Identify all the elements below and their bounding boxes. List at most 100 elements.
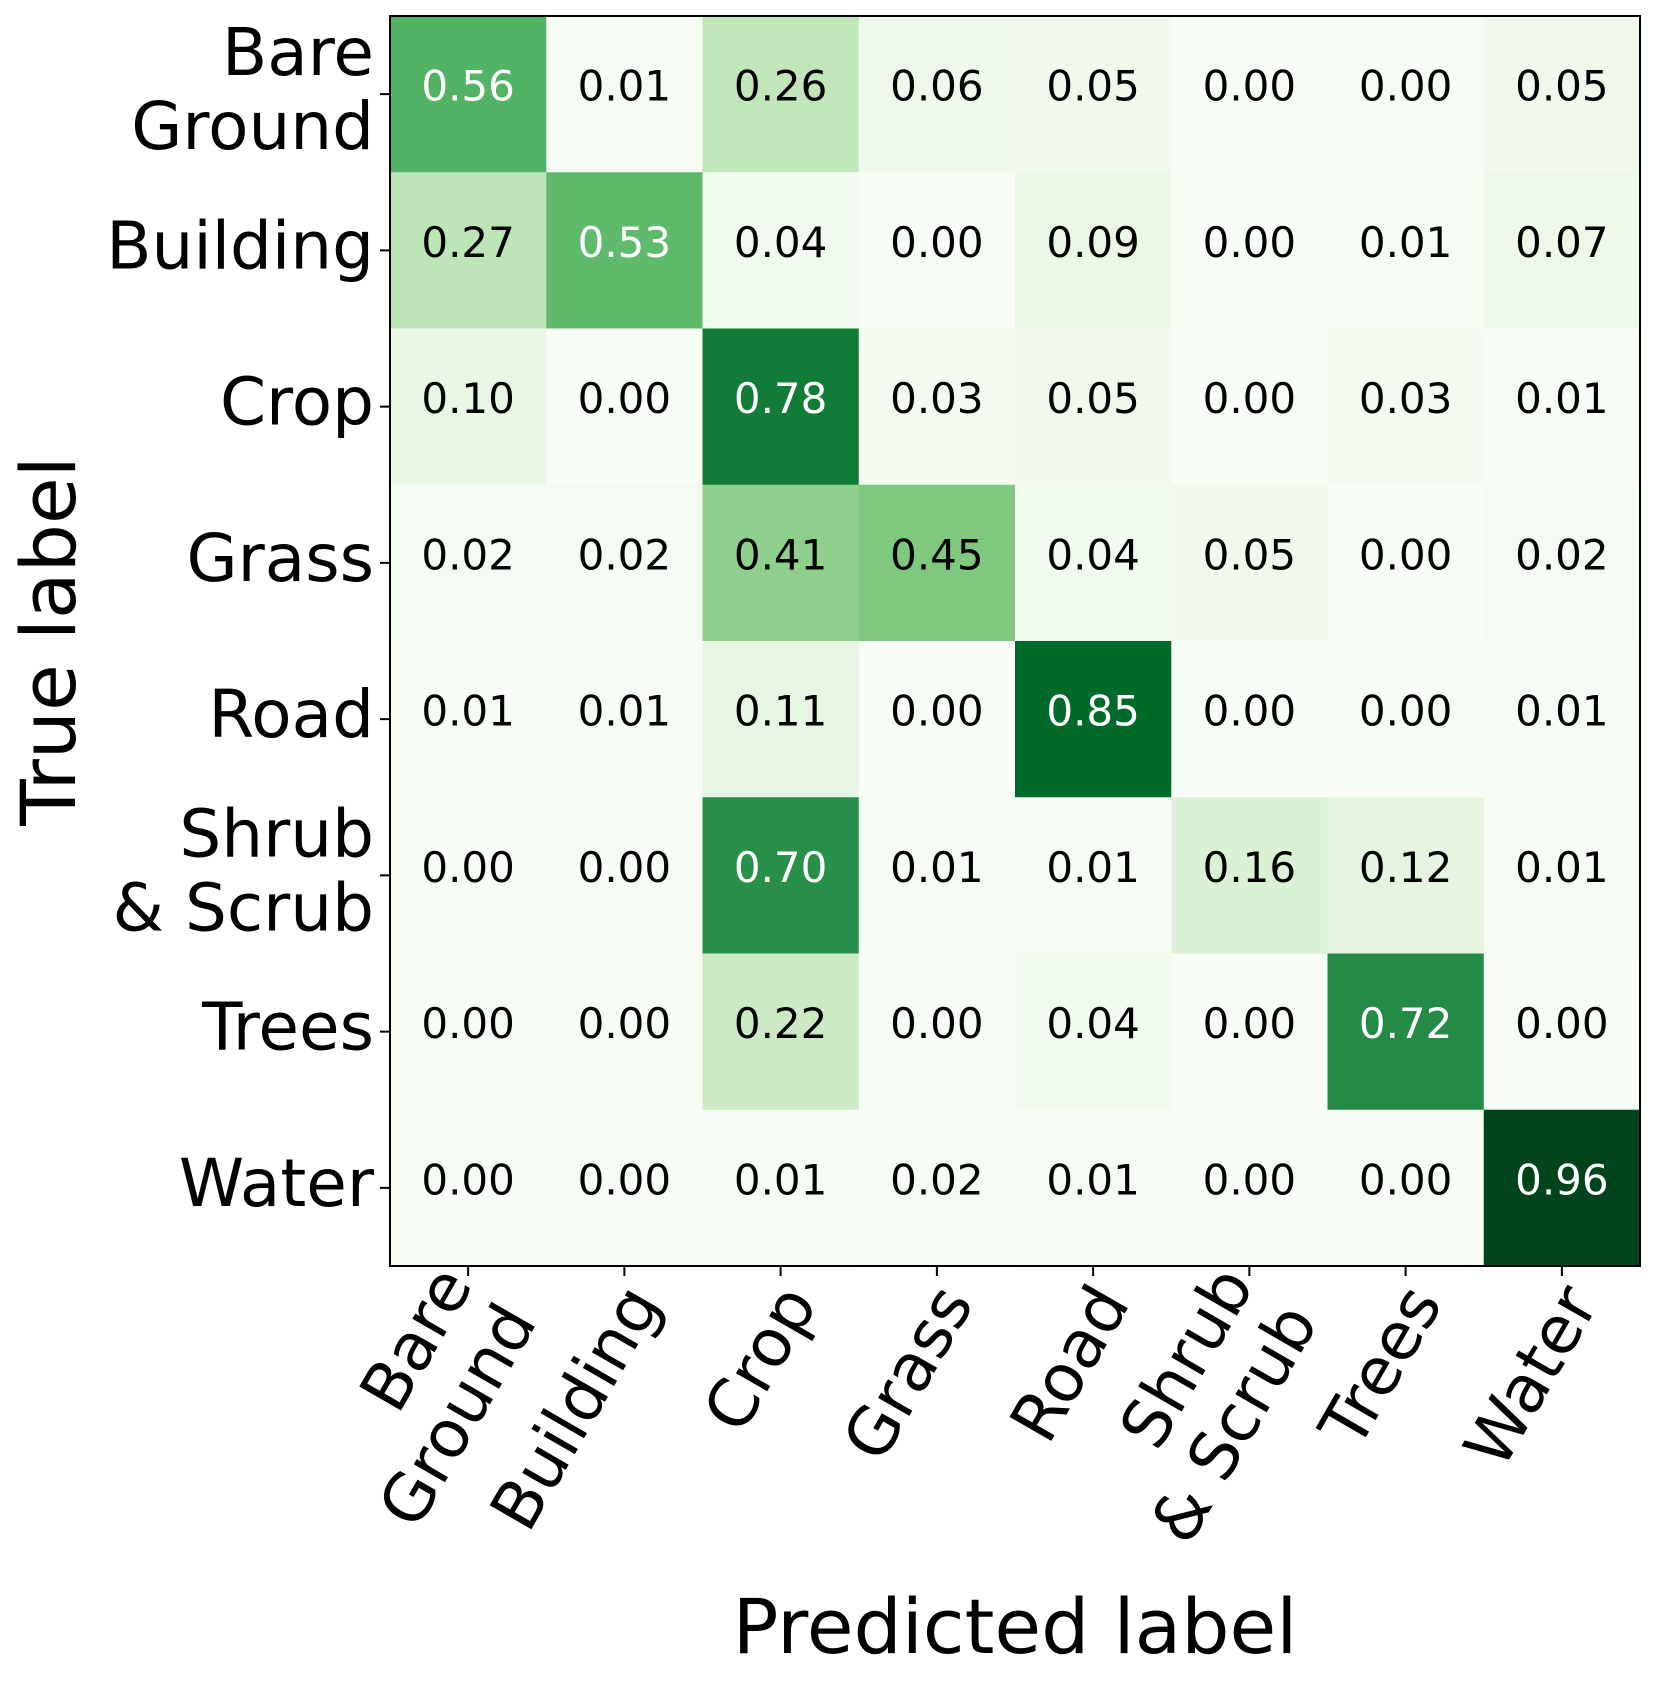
cell-value-label: 0.00: [890, 999, 984, 1048]
cell-value-label: 0.00: [1203, 687, 1297, 736]
cell-value-label: 0.16: [1203, 843, 1297, 892]
cell-value-label: 0.01: [1046, 1155, 1140, 1204]
x-tick-label-group: Water: [1449, 1272, 1614, 1480]
cell-value-label: 0.00: [1515, 999, 1609, 1048]
cell-value-label: 0.45: [890, 530, 984, 579]
heatmap-cell: [702, 953, 860, 1111]
cell-value-label: 0.04: [1046, 999, 1140, 1048]
heatmap-cell: [1483, 953, 1641, 1111]
heatmap-cells: 0.56 0.01 0.26 0.06 0.05 0.00 0.00 0.05 0.27 0.53…: [390, 16, 1641, 1267]
cell-value-label: 0.04: [734, 218, 828, 267]
heatmap-cell: [546, 797, 703, 954]
heatmap-cell: [858, 172, 1016, 329]
cell-value-label: 0.01: [578, 62, 672, 111]
y-tick-label: Crop: [220, 364, 374, 441]
cell-value-label: 0.78: [734, 374, 828, 423]
cell-value-label: 0.00: [578, 843, 672, 892]
heatmap-cell: [702, 484, 860, 642]
cell-value-label: 0.01: [1515, 843, 1609, 892]
plot-frame: [389, 15, 1641, 1267]
heatmap-cell: [390, 172, 547, 329]
cell-value-label: 0.96: [1515, 1155, 1609, 1204]
cell-value-label: 0.00: [421, 999, 515, 1048]
heatmap-cell: [1327, 953, 1485, 1111]
cell-value-label: 0.12: [1359, 843, 1453, 892]
cell-value-label: 0.53: [578, 218, 672, 267]
heatmap-cell: [546, 16, 703, 173]
cell-value-label: 0.00: [1203, 374, 1297, 423]
cell-value-label: 0.72: [1359, 999, 1453, 1048]
cell-value-label: 0.00: [578, 1155, 672, 1204]
y-tick-label: Ground: [131, 88, 374, 165]
heatmap-cell: [546, 953, 703, 1111]
cell-value-label: 0.00: [1203, 218, 1297, 267]
heatmap-cell: [1483, 797, 1641, 954]
cell-value-label: 0.02: [890, 1155, 984, 1204]
cell-value-label: 0.00: [421, 843, 515, 892]
cell-value-label: 0.01: [1359, 218, 1453, 267]
x-tick-label: Grass: [828, 1273, 988, 1474]
cell-value-label: 0.01: [1515, 374, 1609, 423]
x-tick-label-group: Crop: [688, 1273, 832, 1445]
heatmap-cell: [702, 641, 860, 798]
heatmap-cell: [1327, 172, 1485, 329]
heatmap-cell: [1015, 328, 1172, 486]
cell-value-label: 0.05: [1046, 62, 1140, 111]
heatmap-cell: [1171, 797, 1328, 954]
x-tick-label-group: Trees: [1304, 1273, 1457, 1461]
cell-value-label: 0.22: [734, 999, 828, 1048]
cell-value-label: 0.00: [890, 687, 984, 736]
cell-value-label: 0.11: [734, 687, 828, 736]
heatmap-cell: [702, 1109, 860, 1267]
heatmap-cell: [1015, 484, 1172, 642]
heatmap-cell: [1015, 641, 1172, 798]
cell-value-label: 0.01: [1515, 687, 1609, 736]
cell-value-label: 0.09: [1046, 218, 1140, 267]
heatmap-cell: [1327, 1109, 1485, 1267]
cell-value-label: 0.85: [1046, 687, 1140, 736]
cell-value-label: 0.00: [421, 1155, 515, 1204]
heatmap-cell: [390, 328, 547, 486]
cell-value-label: 0.41: [734, 530, 828, 579]
heatmap-cell: [1483, 16, 1641, 173]
y-tick-label: Road: [208, 676, 374, 753]
heatmap-cell: [858, 797, 1016, 954]
y-tick-label: Trees: [201, 989, 374, 1066]
cell-value-label: 0.00: [1359, 62, 1453, 111]
heatmap-cell: [1171, 172, 1328, 329]
cell-value-label: 0.00: [1359, 1155, 1453, 1204]
heatmap-cell: [858, 484, 1016, 642]
heatmap-cell: [702, 172, 860, 329]
heatmap-cell: [1015, 1109, 1172, 1267]
heatmap-cell: [1171, 16, 1328, 173]
heatmap-cell: [546, 172, 703, 329]
cell-value-label: 0.04: [1046, 530, 1140, 579]
heatmap-cell: [702, 16, 860, 173]
heatmap-cell: [702, 328, 860, 486]
heatmap-cell: [858, 328, 1016, 486]
cell-value-label: 0.00: [1203, 999, 1297, 1048]
cell-value-label: 0.00: [1359, 530, 1453, 579]
heatmap-cell: [858, 953, 1016, 1111]
heatmap-cell: [546, 328, 703, 486]
cell-value-label: 0.27: [421, 218, 515, 267]
cell-value-label: 0.01: [421, 687, 515, 736]
y-tick-label: Water: [179, 1145, 375, 1222]
cell-value-label: 0.02: [578, 530, 672, 579]
heatmap-cell: [390, 16, 547, 173]
heatmap-cell: [546, 484, 703, 642]
x-axis-label: Predicted label: [733, 1582, 1298, 1671]
heatmap-cell: [390, 953, 547, 1111]
heatmap-cell: [1483, 641, 1641, 798]
cell-value-label: 0.02: [1515, 530, 1609, 579]
heatmap-cell: [702, 797, 860, 954]
heatmap-cell: [546, 1109, 703, 1267]
heatmap-cell: [390, 484, 547, 642]
cell-value-label: 0.00: [1203, 1155, 1297, 1204]
cell-value-label: 0.26: [734, 62, 828, 111]
cell-value-label: 0.06: [890, 62, 984, 111]
cell-value-label: 0.05: [1203, 530, 1297, 579]
heatmap-cell: [1171, 641, 1328, 798]
